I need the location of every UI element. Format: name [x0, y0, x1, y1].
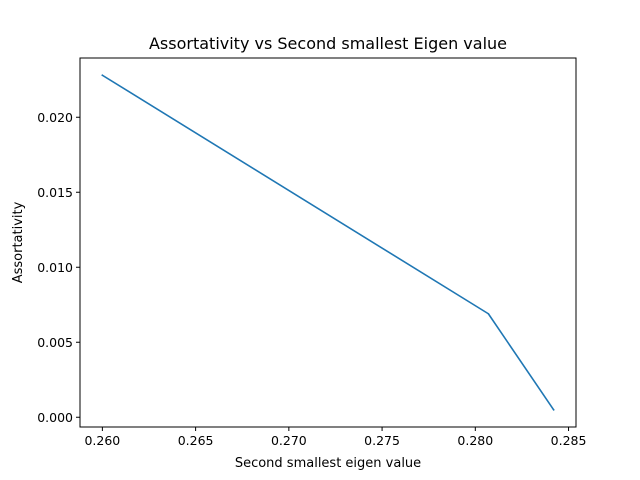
- x-axis-ticks: 0.260 0.265 0.270 0.275 0.280 0.285: [84, 427, 586, 448]
- plot-area: [79, 57, 577, 428]
- x-tick-label: 0.260: [84, 433, 120, 448]
- axes-frame: [79, 57, 577, 428]
- data-point: [101, 74, 104, 77]
- y-axis-label: Assortativity: [11, 201, 26, 283]
- y-tick-label: 0.020: [37, 110, 73, 125]
- data-point: [552, 408, 555, 411]
- x-tick-label: 0.265: [178, 433, 214, 448]
- y-axis-ticks: 0.000 0.005 0.010 0.015 0.020: [37, 110, 80, 425]
- x-tick-label: 0.285: [551, 433, 587, 448]
- x-tick-label: 0.275: [364, 433, 400, 448]
- series-layer: [101, 74, 555, 411]
- x-axis-label: Second smallest eigen value: [235, 456, 421, 471]
- x-tick-label: 0.280: [457, 433, 493, 448]
- y-tick-label: 0.010: [37, 260, 73, 275]
- data-point: [487, 312, 490, 315]
- y-tick-label: 0.005: [37, 335, 73, 350]
- chart-title: Assortativity vs Second smallest Eigen v…: [149, 34, 507, 53]
- y-tick-label: 0.000: [37, 410, 73, 425]
- y-tick-label: 0.015: [37, 185, 73, 200]
- x-tick-label: 0.270: [271, 433, 307, 448]
